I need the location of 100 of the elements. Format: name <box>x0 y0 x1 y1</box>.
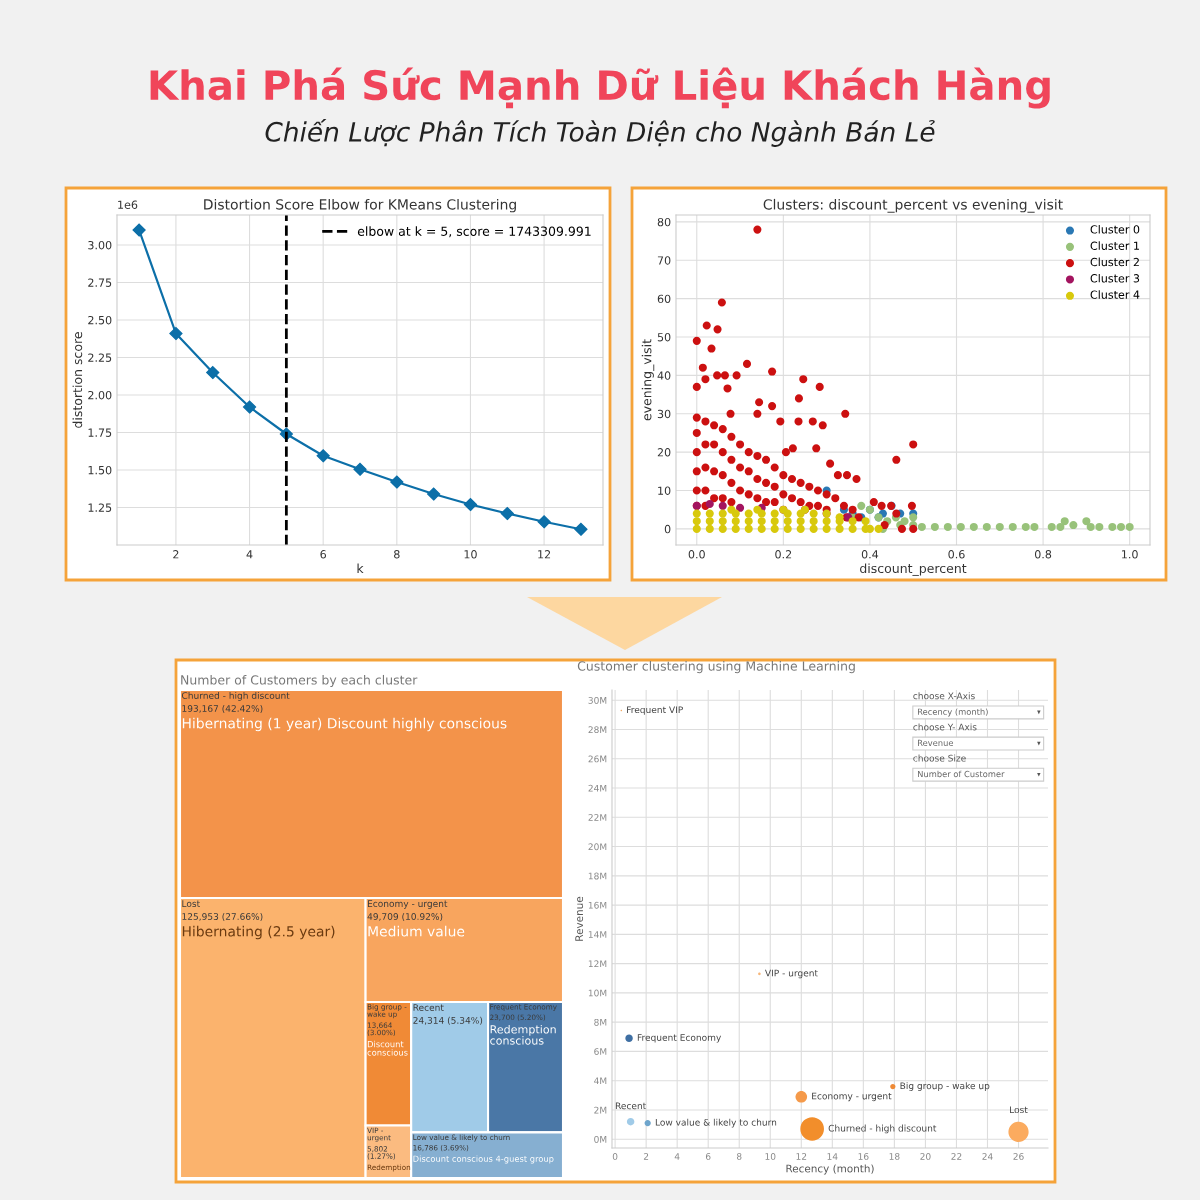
series-label: Frequent VIP <box>627 706 683 715</box>
text: Hibernating (2.5 year) <box>182 925 335 940</box>
y-axis-title: evening_visit <box>641 339 655 421</box>
text: Recency (month) <box>786 1164 874 1175</box>
text: 1e6 <box>118 200 138 209</box>
x-tick-label: 4 <box>246 550 253 559</box>
x-tick-label: 4 <box>674 1153 680 1160</box>
text: Khai Phá Sức Mạnh Dữ Liệu Khách Hàng <box>150 67 1050 109</box>
chart-title: Customer clustering using Machine Learning <box>577 661 855 674</box>
y-tick-label: 1.25 <box>88 503 112 512</box>
y-tick-label: 6M <box>594 1048 607 1055</box>
text: Discount conscious <box>367 1040 408 1056</box>
x-tick-label: 12 <box>538 550 551 559</box>
annotation: choose Y- Axis <box>913 723 977 731</box>
y-tick-label: 60 <box>657 294 671 304</box>
chart-title: Distortion Score Elbow for KMeans Clustering <box>204 198 516 213</box>
category-label: Economy - urgent <box>367 900 448 909</box>
series-label: Recent <box>615 1102 646 1110</box>
annotation: Number of Customer <box>918 770 1005 778</box>
x-tick-label: 22 <box>951 1153 962 1160</box>
text: Hibernating (1 year) Discount highly conscious <box>182 717 507 732</box>
y-tick-label: 2.00 <box>88 390 112 400</box>
text: Chiến Lược Phân Tích Toàn Diện cho Ngành Bán Lẻ <box>265 119 935 147</box>
series-label: Frequent Economy <box>637 1034 722 1043</box>
y-tick-label: 18M <box>588 872 607 880</box>
y-tick-label: 40 <box>657 371 671 380</box>
y-tick-label: 20 <box>657 448 671 457</box>
x-tick-label: 1.0 <box>1122 550 1138 559</box>
series-label: Economy - urgent <box>812 1092 892 1102</box>
series-label: VIP - urgent <box>764 969 818 979</box>
x-tick-label: 2 <box>643 1153 649 1160</box>
y-tick-label: 3.00 <box>88 240 112 250</box>
y-tick-label: 20M <box>588 843 607 851</box>
y-tick-label: 12M <box>588 960 607 968</box>
x-tick-label: 14 <box>827 1153 838 1160</box>
legend-label: Cluster 2 <box>1090 257 1139 267</box>
y-tick-label: 30M <box>588 696 607 704</box>
y-tick-label: 1.50 <box>88 465 112 475</box>
x-tick-label: 0.4 <box>861 550 879 559</box>
x-tick-label: 0.2 <box>775 550 792 559</box>
data-label: 24,314 (5.34%) <box>413 1016 483 1025</box>
data-label: 49,709 (10.92%) <box>367 912 443 921</box>
x-axis-title: k <box>357 563 364 573</box>
x-tick-label: 0.0 <box>688 550 705 559</box>
y-tick-label: 28M <box>588 726 607 734</box>
x-tick-label: 0 <box>612 1153 618 1160</box>
x-tick-label: 20 <box>920 1153 931 1160</box>
y-tick-label: 2.50 <box>88 315 112 325</box>
category-label: Lost <box>182 900 200 908</box>
x-tick-label: 0.8 <box>1034 550 1052 559</box>
annotation: choose Size <box>913 754 966 762</box>
x-tick-label: 6 <box>705 1153 711 1160</box>
y-tick-label: 0 <box>664 524 671 534</box>
x-tick-label: 0.6 <box>948 550 965 559</box>
x-tick-label: 24 <box>982 1153 993 1160</box>
y-tick-label: 80 <box>657 217 671 227</box>
x-tick-label: 10 <box>765 1153 776 1160</box>
legend-label: Cluster 4 <box>1090 290 1140 299</box>
y-tick-label: 0M <box>594 1135 607 1143</box>
y-axis-title: distortion score <box>72 332 83 428</box>
x-tick-label: 2 <box>173 550 179 559</box>
y-tick-label: 8M <box>594 1018 607 1026</box>
legend-label: Cluster 1 <box>1090 241 1139 250</box>
x-tick-label: 12 <box>796 1153 807 1160</box>
text: Medium value <box>368 925 465 937</box>
y-tick-label: 14M <box>588 931 607 938</box>
x-tick-label: 26 <box>1013 1153 1024 1160</box>
chart-title: Clusters: discount_percent vs evening_visit <box>763 198 1063 213</box>
text: Number of Customers by each cluster <box>181 674 418 688</box>
x-tick-label: 16 <box>858 1153 869 1160</box>
series-label: Lost <box>1010 1106 1028 1114</box>
x-axis-title: Recency (month) <box>918 708 988 717</box>
y-tick-label: 4M <box>594 1077 607 1085</box>
x-axis-title: discount_percent <box>860 563 967 576</box>
y-tick-label: 2.75 <box>88 278 112 287</box>
y-axis-title: Revenue <box>918 739 954 746</box>
data-label: 125,953 (27.66%) <box>182 912 263 921</box>
y-tick-label: 50 <box>657 333 671 342</box>
x-tick-label: 6 <box>320 550 327 559</box>
category-label: Recent <box>413 1004 444 1011</box>
y-tick-label: 30 <box>657 409 671 419</box>
text: Redemption conscious <box>490 1024 556 1045</box>
ref-line-label: elbow at k = 5, score = 1743309.991 <box>357 226 591 238</box>
y-tick-label: 70 <box>657 256 671 265</box>
y-tick-label: 1.75 <box>88 428 112 437</box>
series-label: Big group - wake up <box>900 1082 990 1091</box>
legend-label: Cluster 0 <box>1090 225 1140 234</box>
series-label: Churned - high discount <box>828 1124 937 1134</box>
x-tick-label: 8 <box>736 1153 742 1160</box>
y-tick-label: 2.25 <box>88 353 112 362</box>
y-tick-label: 10M <box>588 989 607 997</box>
legend-label: Cluster 3 <box>1090 273 1140 283</box>
series-label: Low value & likely to churn <box>655 1118 777 1128</box>
x-tick-label: 18 <box>889 1153 900 1160</box>
category-label: Churned - high discount <box>182 692 290 701</box>
y-tick-label: 10 <box>658 486 671 495</box>
text: Discount conscious 4-guest group <box>413 1155 554 1164</box>
y-tick-label: 22M <box>588 814 607 821</box>
annotation: choose X-Axis <box>913 692 975 700</box>
y-tick-label: 24M <box>588 784 607 792</box>
